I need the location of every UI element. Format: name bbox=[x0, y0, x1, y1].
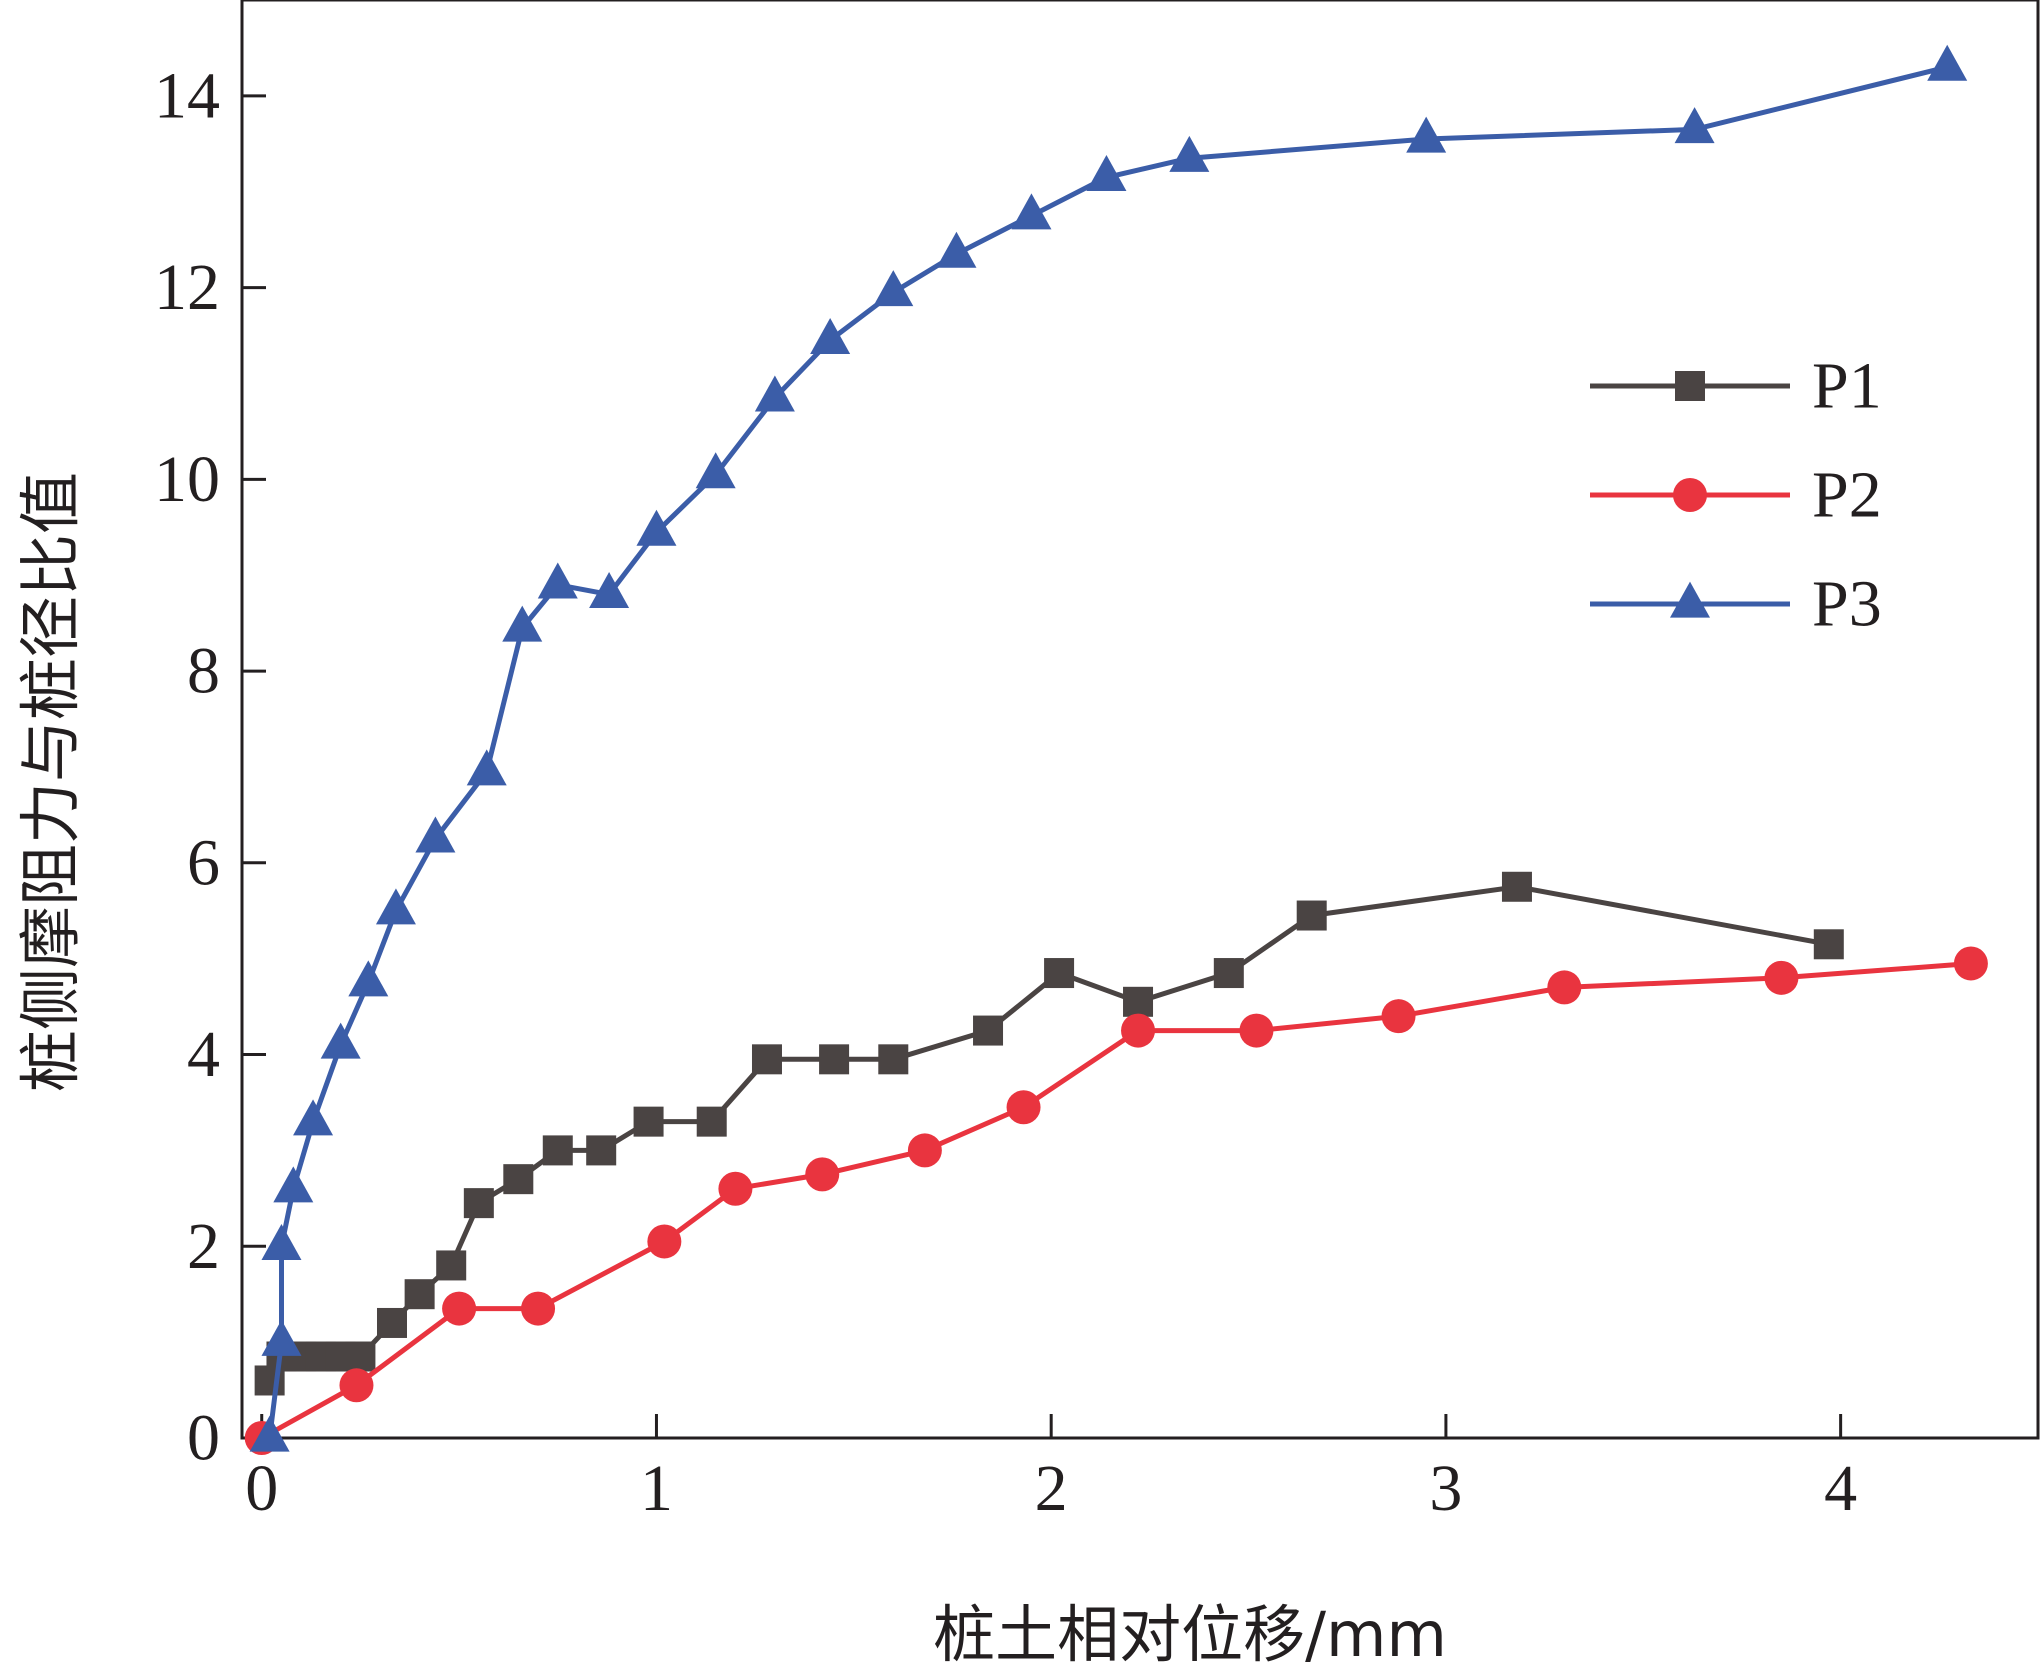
legend-p1-label: P1 bbox=[1812, 350, 1882, 423]
series-p3-point bbox=[375, 888, 416, 925]
series-p2-point bbox=[1239, 1013, 1274, 1048]
series-p3-point bbox=[466, 749, 507, 786]
series-p3-point bbox=[320, 1022, 361, 1059]
series-p3-point bbox=[695, 452, 736, 489]
series-p2-point bbox=[1547, 970, 1582, 1005]
series-p1-point bbox=[751, 1044, 782, 1075]
series-p1-point bbox=[1296, 900, 1327, 931]
series-p1-point bbox=[878, 1044, 909, 1075]
series-p1-point bbox=[542, 1135, 573, 1166]
legend: P1 P2 P3 bbox=[1590, 350, 1882, 641]
x-tick-label: 4 bbox=[1824, 1452, 1857, 1525]
y-tick-label: 12 bbox=[154, 251, 220, 324]
data-series bbox=[244, 44, 1988, 1455]
series-p3-point bbox=[293, 1099, 334, 1136]
series-p3 bbox=[249, 44, 1968, 1452]
series-p2-point bbox=[718, 1171, 753, 1206]
series-p3-point bbox=[810, 318, 851, 355]
legend-p2-marker bbox=[1673, 478, 1707, 512]
y-axis-title: 桩侧摩阻力与桩径比值 bbox=[14, 472, 87, 1092]
series-p3-point bbox=[1406, 116, 1447, 153]
series-p2-point bbox=[521, 1291, 556, 1326]
y-tick-label: 10 bbox=[154, 443, 220, 516]
series-p1-point bbox=[1501, 871, 1532, 902]
series-p3-point bbox=[261, 1319, 302, 1356]
series-p2-point bbox=[1121, 1013, 1156, 1048]
series-p3-line bbox=[267, 64, 1948, 1439]
series-p2-point bbox=[442, 1291, 477, 1326]
series-p3-point bbox=[754, 375, 795, 412]
series-p3-point bbox=[936, 231, 977, 268]
series-p1 bbox=[254, 871, 1844, 1396]
series-p3-point bbox=[249, 1415, 290, 1452]
series-p2 bbox=[244, 946, 1988, 1455]
series-p2-point bbox=[805, 1157, 840, 1192]
y-tick-label: 0 bbox=[187, 1402, 220, 1475]
series-p1-point bbox=[696, 1106, 727, 1137]
series-p1-point bbox=[633, 1106, 664, 1137]
x-tick-label: 3 bbox=[1429, 1452, 1462, 1525]
series-p1-point bbox=[1813, 929, 1844, 960]
series-p3-point bbox=[537, 562, 578, 599]
series-p1-point bbox=[1044, 958, 1075, 989]
y-tick-label: 2 bbox=[187, 1210, 220, 1283]
series-p2-point bbox=[907, 1133, 942, 1168]
x-axis-title: 桩土相对位移/mm bbox=[933, 1598, 1447, 1665]
y-tick-label: 6 bbox=[187, 826, 220, 899]
series-p3-point bbox=[1927, 44, 1968, 81]
series-p1-point bbox=[973, 1015, 1004, 1046]
series-p3-point bbox=[1086, 155, 1127, 192]
y-tick-label: 14 bbox=[154, 59, 220, 132]
series-p1-point bbox=[1123, 986, 1154, 1017]
series-p3-point bbox=[873, 270, 914, 307]
series-p3-point bbox=[1674, 107, 1715, 144]
series-p1-point bbox=[1213, 958, 1244, 989]
series-p1-point bbox=[503, 1164, 534, 1195]
series-p1-point bbox=[404, 1279, 435, 1310]
series-p3-point bbox=[273, 1166, 314, 1203]
series-p1-point bbox=[463, 1188, 494, 1219]
series-p3-point bbox=[1011, 193, 1052, 230]
series-p3-point bbox=[589, 572, 630, 609]
series-p2-point bbox=[1381, 999, 1416, 1034]
series-p3-point bbox=[261, 1223, 302, 1260]
series-p3-point bbox=[1169, 135, 1210, 172]
series-p2-point bbox=[1953, 946, 1988, 981]
series-p3-point bbox=[415, 816, 456, 853]
series-p1-point bbox=[586, 1135, 617, 1166]
series-p2-point bbox=[1764, 960, 1799, 995]
x-tick-label: 2 bbox=[1035, 1452, 1068, 1525]
series-p2-line bbox=[260, 961, 1972, 1441]
series-p3-point bbox=[348, 960, 389, 997]
series-p2-point bbox=[1006, 1090, 1041, 1125]
legend-p3-label: P3 bbox=[1812, 568, 1882, 641]
x-tick-label: 0 bbox=[245, 1452, 278, 1525]
series-p1-point bbox=[345, 1341, 376, 1372]
legend-p2-label: P2 bbox=[1812, 459, 1882, 532]
x-tick-label: 1 bbox=[640, 1452, 673, 1525]
series-p1-point bbox=[819, 1044, 850, 1075]
series-p2-point bbox=[339, 1368, 374, 1403]
series-p2-point bbox=[647, 1224, 682, 1259]
y-tick-label: 4 bbox=[187, 1018, 220, 1091]
legend-p3-marker bbox=[1670, 581, 1710, 618]
y-tick-label: 8 bbox=[187, 635, 220, 708]
series-p3-point bbox=[502, 605, 543, 642]
series-p1-point bbox=[436, 1250, 467, 1281]
plot-frame bbox=[240, 0, 2040, 1440]
legend-p1-marker bbox=[1675, 371, 1705, 401]
series-p1-point bbox=[376, 1307, 407, 1338]
series-p3-point bbox=[636, 509, 677, 546]
